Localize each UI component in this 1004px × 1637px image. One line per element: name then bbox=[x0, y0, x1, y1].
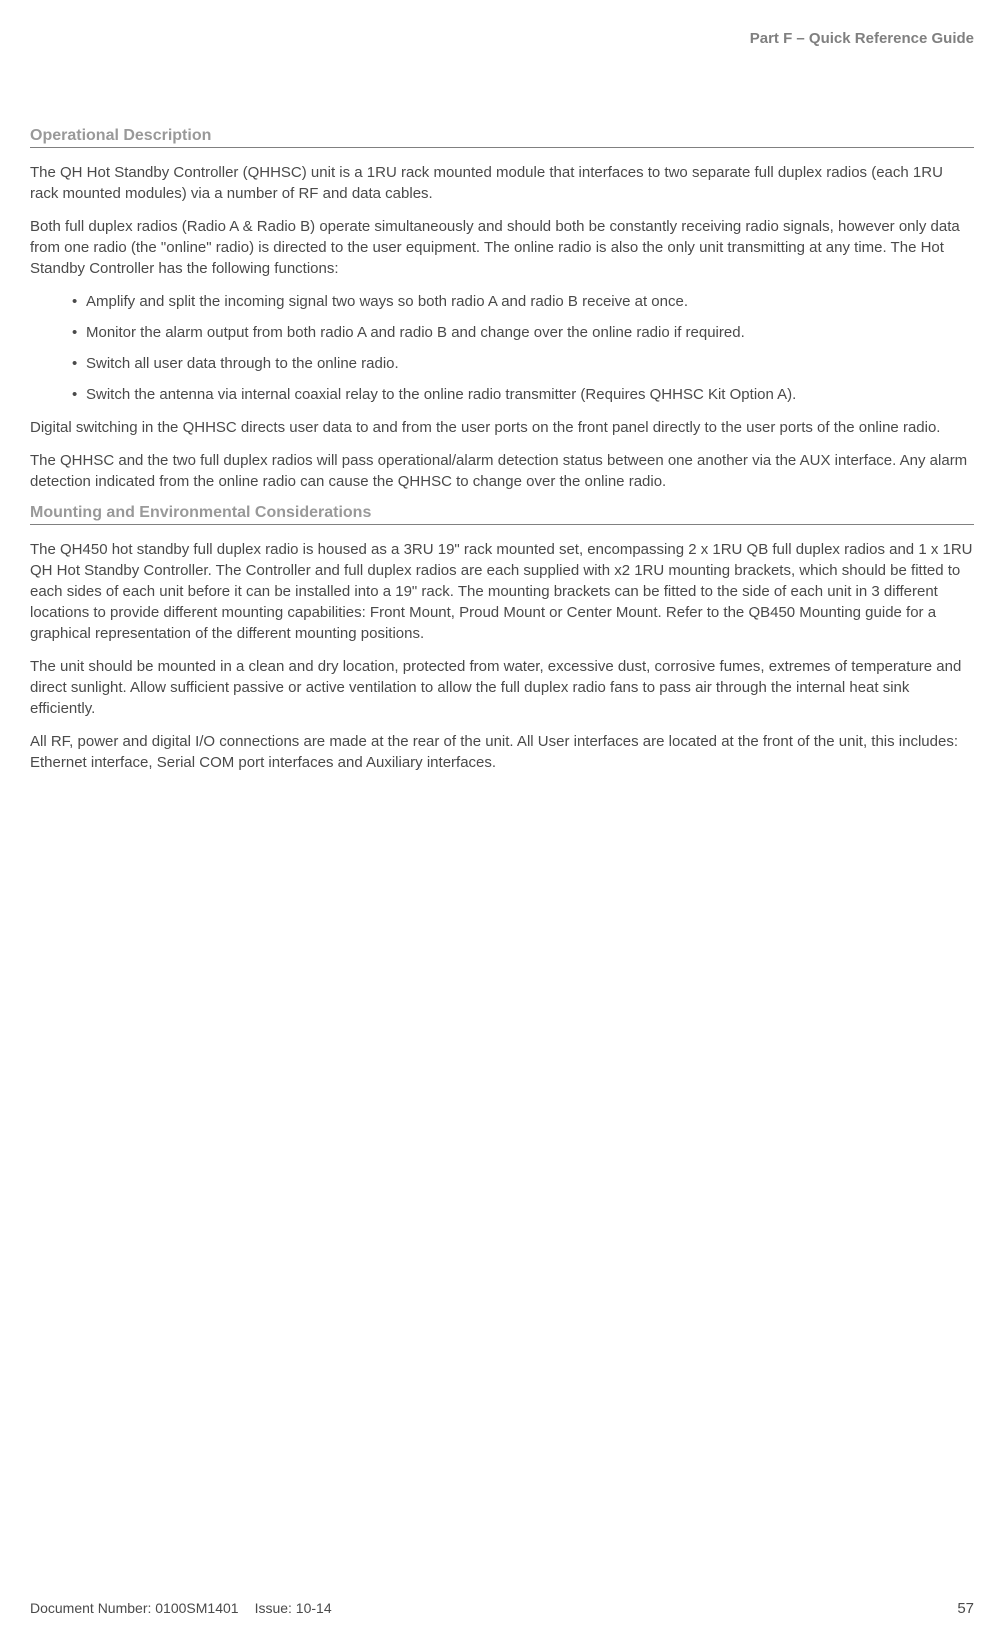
bullet-list: Amplify and split the incoming signal tw… bbox=[30, 291, 974, 405]
footer-left: Document Number: 0100SM1401 Issue: 10-14 bbox=[30, 1600, 332, 1617]
bullet-item: Monitor the alarm output from both radio… bbox=[30, 322, 974, 343]
body-paragraph: The unit should be mounted in a clean an… bbox=[30, 656, 974, 719]
body-paragraph: The QHHSC and the two full duplex radios… bbox=[30, 450, 974, 492]
page-number: 57 bbox=[957, 1600, 974, 1617]
body-paragraph: All RF, power and digital I/O connection… bbox=[30, 731, 974, 773]
body-paragraph: The QH Hot Standby Controller (QHHSC) un… bbox=[30, 162, 974, 204]
body-paragraph: Both full duplex radios (Radio A & Radio… bbox=[30, 216, 974, 279]
part-label: Part F – Quick Reference Guide bbox=[750, 30, 974, 47]
body-paragraph: The QH450 hot standby full duplex radio … bbox=[30, 539, 974, 644]
bullet-item: Switch all user data through to the onli… bbox=[30, 353, 974, 374]
bullet-item: Switch the antenna via internal coaxial … bbox=[30, 384, 974, 405]
body-paragraph: Digital switching in the QHHSC directs u… bbox=[30, 417, 974, 438]
page-footer: Document Number: 0100SM1401 Issue: 10-14… bbox=[30, 1600, 974, 1617]
page-header: Part F – Quick Reference Guide bbox=[30, 30, 974, 47]
section-heading-operational: Operational Description bbox=[30, 127, 974, 148]
section-heading-mounting: Mounting and Environmental Consideration… bbox=[30, 504, 974, 525]
document-number: Document Number: 0100SM1401 bbox=[30, 1600, 239, 1617]
bullet-item: Amplify and split the incoming signal tw… bbox=[30, 291, 974, 312]
issue-number: Issue: 10-14 bbox=[255, 1600, 332, 1617]
